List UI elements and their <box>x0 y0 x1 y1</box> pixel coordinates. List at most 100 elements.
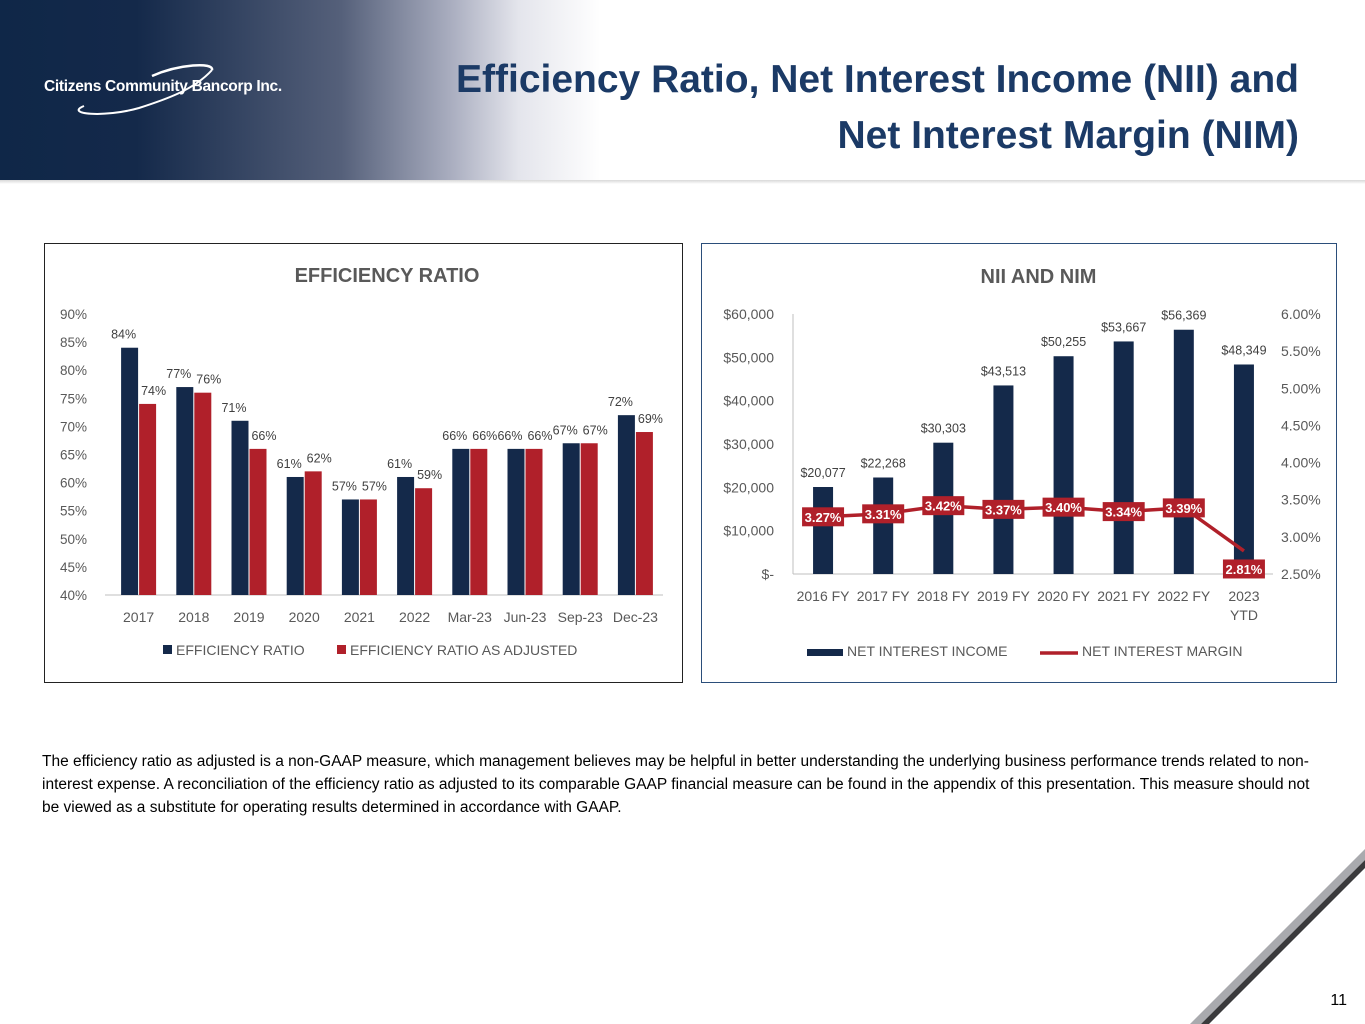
efficiency-adjusted-bar <box>470 448 488 595</box>
data-label: 57% <box>362 479 387 493</box>
x-tick-label: 2021 <box>344 609 375 625</box>
chart-title: NII AND NIM <box>981 266 1097 288</box>
nim-label-box <box>922 496 965 516</box>
efficiency-ratio-bar <box>286 476 304 595</box>
efficiency-ratio-bar <box>176 387 194 595</box>
efficiency-adjusted-bar <box>359 499 377 595</box>
y-tick-label: $20,000 <box>723 479 774 495</box>
y-tick-label: 80% <box>60 363 87 378</box>
page-title: Efficiency Ratio, Net Interest Income (N… <box>399 52 1299 164</box>
x-tick-label: Sep-23 <box>558 609 603 625</box>
y-tick-label: $10,000 <box>723 523 774 539</box>
data-label: $53,667 <box>1101 320 1146 334</box>
legend-label-nim: NET INTEREST MARGIN <box>1082 643 1243 659</box>
nim-label-box <box>982 499 1025 519</box>
y2-tick-label: 5.00% <box>1281 380 1321 396</box>
legend-label-adjusted: EFFICIENCY RATIO AS ADJUSTED <box>350 642 577 658</box>
y-tick-label: $40,000 <box>723 393 774 409</box>
legend-label-efficiency: EFFICIENCY RATIO <box>176 642 305 658</box>
y2-tick-label: 5.50% <box>1281 343 1321 359</box>
data-label: 67% <box>583 423 608 437</box>
y2-tick-label: 4.50% <box>1281 417 1321 433</box>
data-label: $48,349 <box>1221 343 1266 357</box>
page-number: 11 <box>1330 992 1347 1009</box>
data-label: $43,513 <box>981 364 1026 378</box>
x-tick-label: 2018 FY <box>917 588 971 604</box>
nim-label-box <box>1222 559 1265 579</box>
data-label: 66% <box>497 429 522 443</box>
net-interest-income-bar <box>813 486 834 574</box>
legend-swatch-adjusted <box>337 645 346 654</box>
y-tick-label: $- <box>762 566 775 582</box>
net-interest-income-bar <box>993 385 1014 574</box>
x-tick-label: 2022 FY <box>1157 588 1211 604</box>
x-tick-label: Dec-23 <box>613 609 658 625</box>
efficiency-adjusted-bar <box>525 448 543 595</box>
data-label: $50,255 <box>1041 335 1086 349</box>
data-label: 59% <box>417 468 442 482</box>
y2-tick-label: 3.00% <box>1281 529 1321 545</box>
y-tick-label: $50,000 <box>723 349 774 365</box>
nim-label-box <box>802 507 845 527</box>
legend-swatch-efficiency <box>163 645 172 654</box>
data-label: 61% <box>387 457 412 471</box>
efficiency-adjusted-bar <box>249 448 267 595</box>
data-label: 57% <box>332 479 357 493</box>
nim-data-label: 3.39% <box>1165 501 1202 516</box>
nim-label-box <box>1162 498 1205 518</box>
data-label: 66% <box>251 429 276 443</box>
data-label: 66% <box>442 429 467 443</box>
corner-decoration <box>1190 849 1365 1024</box>
y-tick-label: 90% <box>60 307 87 322</box>
data-label: 77% <box>166 367 191 381</box>
nim-data-label: 3.34% <box>1105 505 1142 520</box>
nim-label-box <box>1042 497 1085 517</box>
efficiency-ratio-bar <box>397 476 415 595</box>
y-tick-label: 50% <box>60 532 87 547</box>
efficiency-ratio-panel: EFFICIENCY RATIO 40% 45% 50% 55% 60% 65% 70% 75%… <box>44 243 683 683</box>
header-divider <box>0 180 1365 184</box>
efficiency-ratio-bar <box>341 499 359 595</box>
efficiency-adjusted-bar <box>304 471 322 595</box>
y-tick-label: 85% <box>60 335 87 350</box>
legend-swatch-nii <box>807 649 843 656</box>
nim-data-label: 3.37% <box>985 502 1022 517</box>
x-tick-label: 2022 <box>399 609 430 625</box>
y2-tick-label: 6.00% <box>1281 306 1321 322</box>
x-tick-label: 2017 <box>123 609 154 625</box>
nim-data-label: 2.81% <box>1226 562 1263 577</box>
efficiency-ratio-bar <box>617 415 635 595</box>
company-logo: Citizens Community Bancorp Inc. <box>44 62 284 122</box>
efficiency-adjusted-bar <box>194 392 212 595</box>
net-interest-income-bar <box>1113 341 1134 574</box>
y-tick-label: 70% <box>60 419 87 434</box>
x-tick-label: 2016 FY <box>797 588 851 604</box>
data-label: $22,268 <box>861 457 906 471</box>
data-label: 62% <box>307 451 332 465</box>
efficiency-adjusted-bar <box>415 488 433 595</box>
data-label: 61% <box>277 457 302 471</box>
header-banner: Citizens Community Bancorp Inc. Efficien… <box>0 0 1365 180</box>
logo-text: Citizens Community Bancorp Inc. <box>44 78 282 95</box>
efficiency-ratio-bar <box>507 448 525 595</box>
data-label: 71% <box>221 401 246 415</box>
y-tick-label: 60% <box>60 476 87 491</box>
data-label: 76% <box>196 373 221 387</box>
data-label: 69% <box>638 412 663 426</box>
efficiency-adjusted-bar <box>580 443 598 595</box>
x-tick-label: 2023 <box>1228 588 1259 604</box>
data-label: $20,077 <box>800 466 845 480</box>
nim-data-label: 3.42% <box>925 499 962 514</box>
data-label: $30,303 <box>921 422 966 436</box>
y-tick-label: $60,000 <box>723 306 774 322</box>
logo-swoosh-icon <box>77 64 214 115</box>
data-label: 74% <box>141 384 166 398</box>
y-tick-label: 65% <box>60 448 87 463</box>
y-tick-label: $30,000 <box>723 436 774 452</box>
legend-label-nii: NET INTEREST INCOME <box>847 643 1008 659</box>
data-label: 84% <box>111 328 136 342</box>
data-label: 67% <box>553 423 578 437</box>
nim-data-label: 3.31% <box>865 507 902 522</box>
y2-tick-label: 2.50% <box>1281 566 1321 582</box>
x-tick-label: 2017 FY <box>857 588 911 604</box>
